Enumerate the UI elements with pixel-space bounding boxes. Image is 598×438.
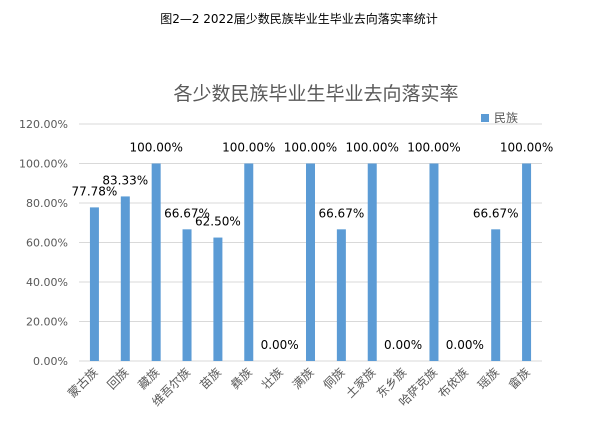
legend-swatch: [481, 114, 489, 122]
x-tick-label: 满族: [290, 365, 317, 392]
bar: [151, 163, 161, 361]
data-label: 100.00%: [500, 141, 553, 155]
bars: [89, 163, 532, 361]
y-tick-label: 0.00%: [33, 355, 68, 368]
bar: [429, 163, 439, 361]
bar: [120, 196, 130, 361]
data-labels: 77.78%83.33%100.00%66.67%62.50%100.00%0.…: [72, 141, 554, 353]
bar: [306, 163, 315, 361]
data-label: 0.00%: [261, 338, 299, 352]
x-tick-label: 苗族: [197, 365, 224, 392]
data-label: 100.00%: [346, 141, 399, 155]
legend: 民族: [481, 111, 518, 125]
x-tick-label: 侗族: [321, 365, 348, 392]
bar: [522, 163, 532, 361]
y-tick-label: 120.00%: [19, 118, 68, 131]
bar: [491, 229, 501, 361]
data-label: 77.78%: [72, 184, 118, 198]
data-label: 0.00%: [446, 338, 484, 352]
data-label: 66.67%: [164, 206, 210, 220]
bar: [367, 163, 377, 361]
data-label: 83.33%: [102, 173, 148, 187]
page-title: 图2—2 2022届少数民族毕业生毕业去向落实率统计: [160, 12, 438, 26]
x-tick-label: 畲族: [505, 365, 533, 393]
bar: [89, 207, 99, 361]
data-label: 100.00%: [407, 141, 460, 155]
bar: [213, 237, 223, 361]
x-tick-label: 回族: [105, 365, 132, 392]
bar: [244, 163, 254, 361]
bar: [182, 229, 192, 361]
chart-title: 各少数民族毕业生毕业去向落实率: [173, 83, 458, 105]
y-tick-label: 80.00%: [26, 197, 68, 210]
x-tick-label: 藏族: [135, 365, 162, 392]
x-tick-label: 彝族: [227, 365, 255, 393]
x-tick-label: 壮族: [259, 365, 286, 392]
y-tick-label: 20.00%: [26, 316, 68, 329]
data-label: 100.00%: [129, 141, 182, 155]
x-tick-label: 布依族: [435, 365, 471, 401]
x-tick-label: 蒙古族: [64, 365, 100, 401]
data-label: 0.00%: [384, 338, 422, 352]
y-axis: 0.00% 20.00% 40.00% 60.00% 80.00% 100.00% 120.…: [19, 118, 68, 368]
legend-label: 民族: [494, 111, 518, 125]
x-tick-label: 土家族: [342, 365, 378, 401]
data-label: 100.00%: [222, 141, 275, 155]
x-tick-label: 瑶族: [475, 365, 502, 392]
bar: [336, 229, 346, 361]
data-label: 66.67%: [473, 206, 519, 220]
data-label: 62.50%: [195, 215, 241, 229]
data-label: 66.67%: [318, 206, 364, 220]
y-tick-label: 100.00%: [19, 158, 68, 171]
y-tick-label: 60.00%: [26, 237, 68, 250]
y-tick-label: 40.00%: [26, 276, 68, 289]
data-label: 100.00%: [284, 141, 337, 155]
